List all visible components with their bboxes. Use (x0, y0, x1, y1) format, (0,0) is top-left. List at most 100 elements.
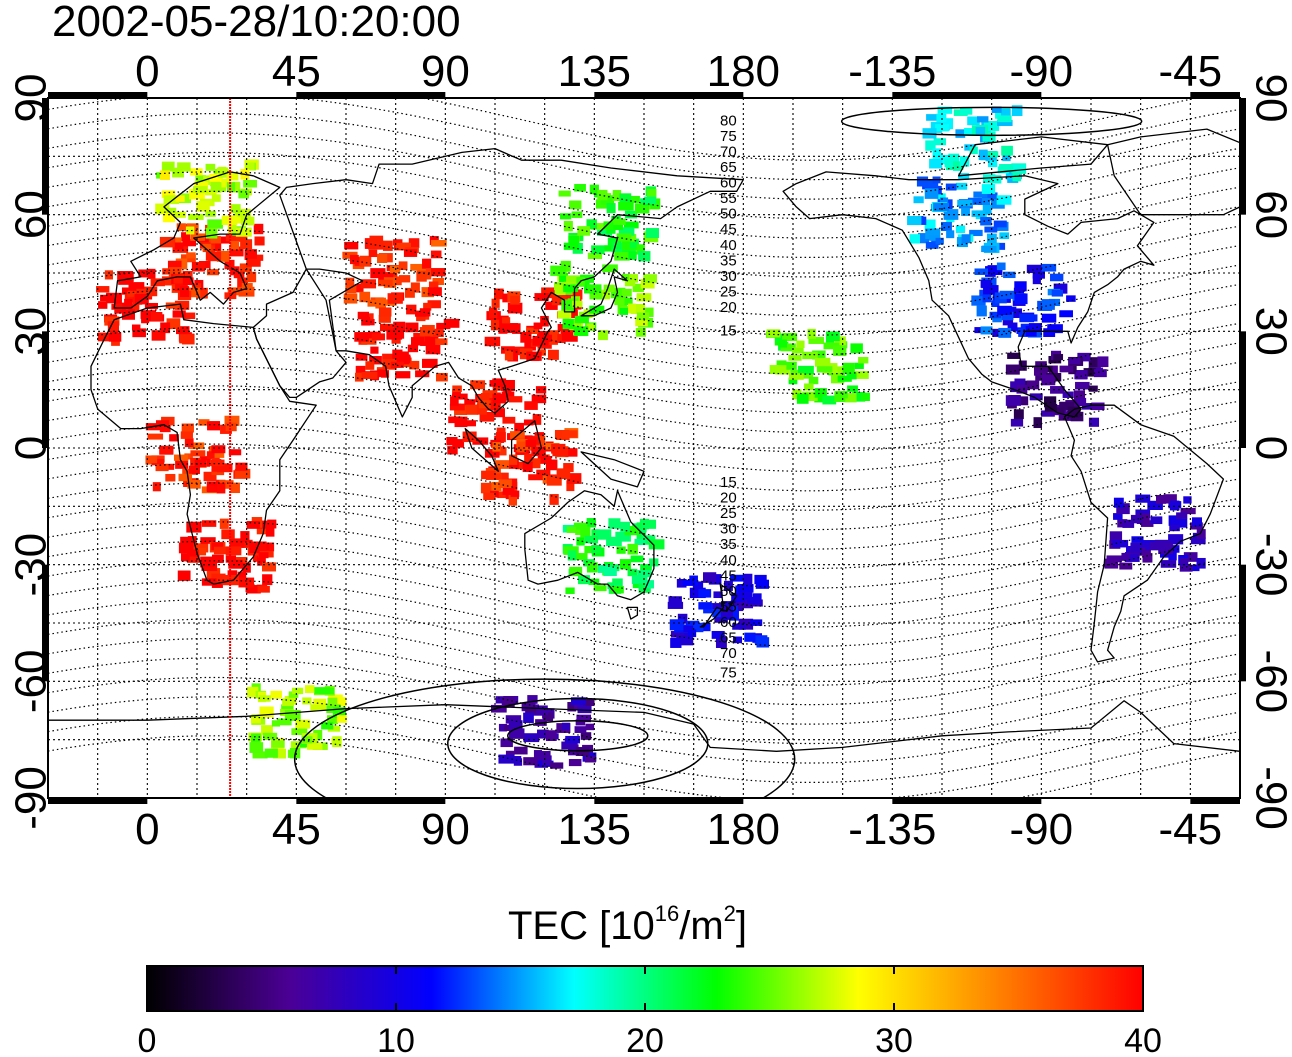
tec-cell (500, 472, 509, 484)
tec-cell (635, 328, 646, 337)
tec-cell (514, 746, 528, 755)
tec-cell (1130, 514, 1143, 524)
tec-cell (854, 362, 864, 370)
tec-cell (258, 695, 271, 702)
colorbar-tick-label: 0 (138, 1022, 157, 1057)
tec-cell (1180, 507, 1196, 515)
tec-cell (1109, 531, 1123, 543)
tec-cell (1113, 497, 1124, 508)
tec-cell (219, 518, 229, 529)
tec-cell (980, 216, 992, 226)
tec-cell (332, 736, 342, 748)
tec-cell (462, 431, 477, 443)
tec-cluster (342, 235, 447, 311)
tec-cell (932, 148, 941, 159)
tec-cell (542, 712, 554, 722)
tec-cell (378, 307, 392, 317)
tec-cell (782, 332, 798, 342)
tec-cell (796, 340, 805, 349)
contour-label: 45 (720, 221, 737, 238)
tec-cell (1018, 328, 1028, 337)
tec-cell (630, 555, 644, 563)
tec-cell (141, 314, 150, 324)
tec-cell (182, 270, 193, 282)
tec-cell (559, 213, 572, 220)
tec-cell (271, 740, 285, 748)
tec-cell (996, 195, 1012, 205)
tec-cell (195, 547, 207, 556)
tec-cell (978, 149, 988, 161)
tec-cell (224, 415, 240, 426)
tec-cell (567, 702, 577, 712)
lat-tick-label-right: 90 (1246, 74, 1292, 123)
tec-cell (540, 315, 549, 327)
tec-cell (446, 436, 458, 446)
tec-cell (597, 330, 608, 341)
contour-label: 80 (720, 112, 737, 129)
tec-cell (833, 345, 847, 356)
tec-cell (430, 268, 446, 277)
tec-cell (1179, 564, 1193, 572)
tec-cell (354, 257, 364, 266)
tec-cell (210, 459, 225, 467)
tec-cell (980, 279, 992, 288)
tec-cell (261, 562, 277, 572)
tec-cell (935, 124, 949, 132)
tec-cell (603, 566, 617, 577)
tec-cell (541, 287, 557, 299)
tec-cell (703, 572, 717, 583)
tec-cell (1054, 407, 1065, 414)
lat-tick-label-left: -30 (7, 533, 56, 597)
tec-cell (612, 578, 623, 587)
tec-cell (814, 388, 827, 398)
tec-cell (1016, 384, 1028, 394)
tec-cell (990, 175, 1002, 184)
tec-cell (345, 285, 357, 294)
contour-line (48, 579, 1240, 667)
tec-cell (569, 200, 582, 210)
tec-cell (178, 473, 192, 482)
tec-cell (410, 282, 420, 293)
tec-cell (550, 265, 567, 276)
tec-cell (179, 334, 194, 344)
frame-bar-right (1240, 98, 1246, 215)
tec-cell (640, 564, 652, 571)
tec-cell (621, 240, 638, 251)
tec-cell (108, 332, 122, 342)
tec-cell (264, 748, 278, 758)
tec-cell (196, 200, 210, 212)
tec-cell (431, 239, 447, 247)
tec-cell (1044, 396, 1057, 408)
tec-cell (410, 263, 426, 271)
tec-cell (393, 321, 406, 332)
tec-cell (583, 699, 595, 707)
tec-cell (152, 482, 161, 492)
tec-cell (923, 179, 939, 188)
tec-cell (961, 234, 971, 244)
tec-cell (306, 742, 323, 750)
tec-cell (750, 619, 763, 626)
tec-cell (525, 706, 538, 714)
tec-cell (1176, 512, 1188, 519)
coastline (699, 583, 738, 628)
tec-cell (959, 107, 973, 115)
tec-cell (808, 376, 819, 385)
tec-cell (327, 715, 339, 724)
tec-cell (629, 274, 639, 283)
tec-cell (451, 393, 468, 400)
tec-cell (97, 332, 111, 342)
tec-cell (584, 535, 599, 544)
tec-cell (636, 244, 645, 255)
tec-cell (941, 118, 954, 130)
tec-cell (670, 630, 685, 638)
tec-cell (282, 698, 294, 707)
tec-cell (528, 474, 545, 481)
contour-label: 65 (720, 630, 737, 647)
tec-cell (230, 482, 240, 494)
tec-cell (235, 462, 248, 471)
tec-cell (1014, 378, 1026, 389)
contour-line (48, 404, 1240, 492)
tec-cell (507, 478, 518, 490)
tec-cell (606, 203, 616, 214)
tec-cell (1012, 164, 1026, 173)
